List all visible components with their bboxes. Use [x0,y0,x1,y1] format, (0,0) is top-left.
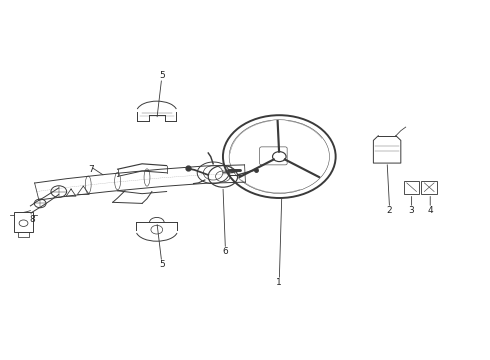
Text: 6: 6 [222,248,228,256]
Text: 4: 4 [427,206,433,215]
Text: 7: 7 [88,165,94,174]
Bar [404,181,419,194]
Bar [421,181,437,194]
Text: 1: 1 [276,278,282,287]
Bar [14,212,33,232]
Text: 8: 8 [29,215,35,224]
Text: 5: 5 [159,260,165,269]
Text: 2: 2 [387,206,392,215]
Text: 3: 3 [409,206,415,215]
Text: 5: 5 [159,71,165,80]
